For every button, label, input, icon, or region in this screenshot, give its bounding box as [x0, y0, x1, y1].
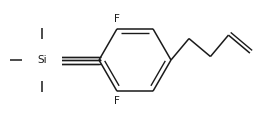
Text: F: F [114, 96, 120, 106]
Text: Si: Si [37, 55, 47, 65]
Text: F: F [114, 14, 120, 24]
